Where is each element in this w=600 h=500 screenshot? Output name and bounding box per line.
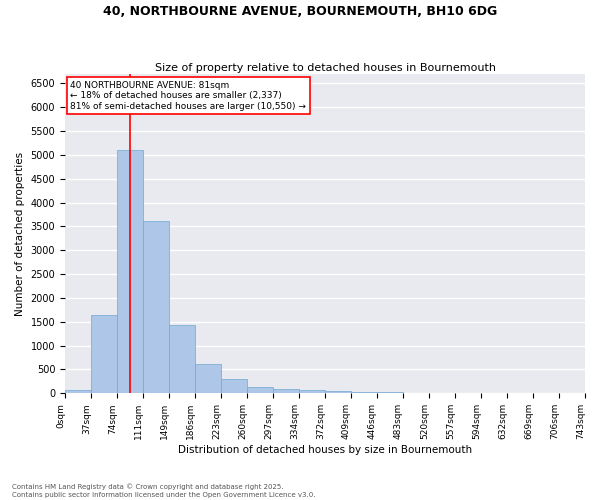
- Bar: [117, 150, 143, 394]
- Bar: [247, 386, 273, 394]
- Bar: [325, 391, 351, 394]
- Bar: [169, 325, 195, 394]
- Y-axis label: Number of detached properties: Number of detached properties: [15, 152, 25, 316]
- X-axis label: Distribution of detached houses by size in Bournemouth: Distribution of detached houses by size …: [178, 445, 472, 455]
- Bar: [351, 392, 377, 394]
- Bar: [65, 390, 91, 394]
- Bar: [377, 392, 403, 394]
- Bar: [195, 364, 221, 394]
- Text: 40 NORTHBOURNE AVENUE: 81sqm
← 18% of detached houses are smaller (2,337)
81% of: 40 NORTHBOURNE AVENUE: 81sqm ← 18% of de…: [70, 81, 306, 110]
- Text: 40, NORTHBOURNE AVENUE, BOURNEMOUTH, BH10 6DG: 40, NORTHBOURNE AVENUE, BOURNEMOUTH, BH1…: [103, 5, 497, 18]
- Title: Size of property relative to detached houses in Bournemouth: Size of property relative to detached ho…: [155, 63, 496, 73]
- Bar: [143, 220, 169, 394]
- Bar: [299, 390, 325, 394]
- Text: Contains HM Land Registry data © Crown copyright and database right 2025.
Contai: Contains HM Land Registry data © Crown c…: [12, 484, 316, 498]
- Bar: [273, 388, 299, 394]
- Bar: [91, 314, 117, 394]
- Bar: [221, 378, 247, 394]
